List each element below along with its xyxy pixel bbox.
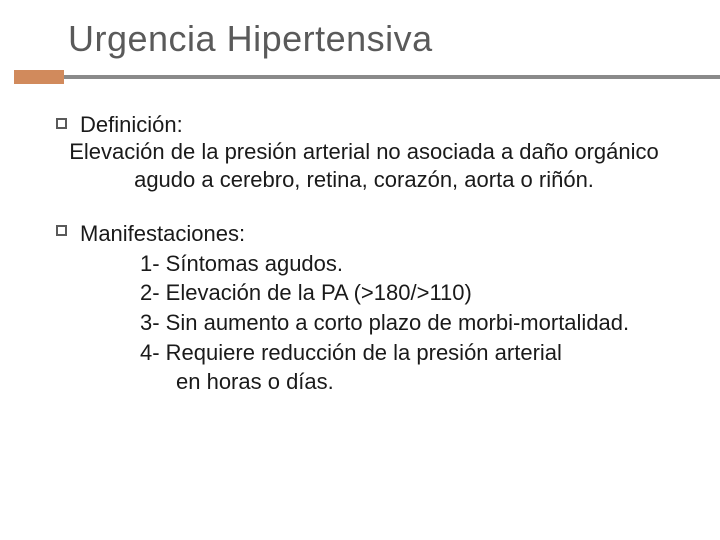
title-divider (0, 70, 720, 84)
definition-label: Definición: (48, 112, 680, 138)
manifestations-block: Manifestaciones: 1- Síntomas agudos. 2- … (48, 219, 680, 397)
definition-body: Elevación de la presión arterial no asoc… (48, 138, 680, 193)
manifestations-label: Manifestaciones: (48, 219, 680, 249)
slide-title: Urgencia Hipertensiva (0, 0, 720, 70)
accent-bar (14, 70, 64, 84)
list-item: 1- Síntomas agudos. (48, 249, 680, 279)
definition-block: Definición: Elevación de la presión arte… (48, 112, 680, 193)
list-item: 2- Elevación de la PA (>180/>110) (48, 278, 680, 308)
list-item: 4- Requiere reducción de la presión arte… (48, 338, 680, 368)
content-area: Definición: Elevación de la presión arte… (0, 112, 720, 397)
list-item-continuation: en horas o días. (48, 367, 680, 397)
grey-line (64, 75, 720, 79)
square-bullet-icon (56, 118, 67, 129)
square-bullet-icon (56, 225, 67, 236)
list-item: 3- Sin aumento a corto plazo de morbi-mo… (48, 308, 680, 338)
